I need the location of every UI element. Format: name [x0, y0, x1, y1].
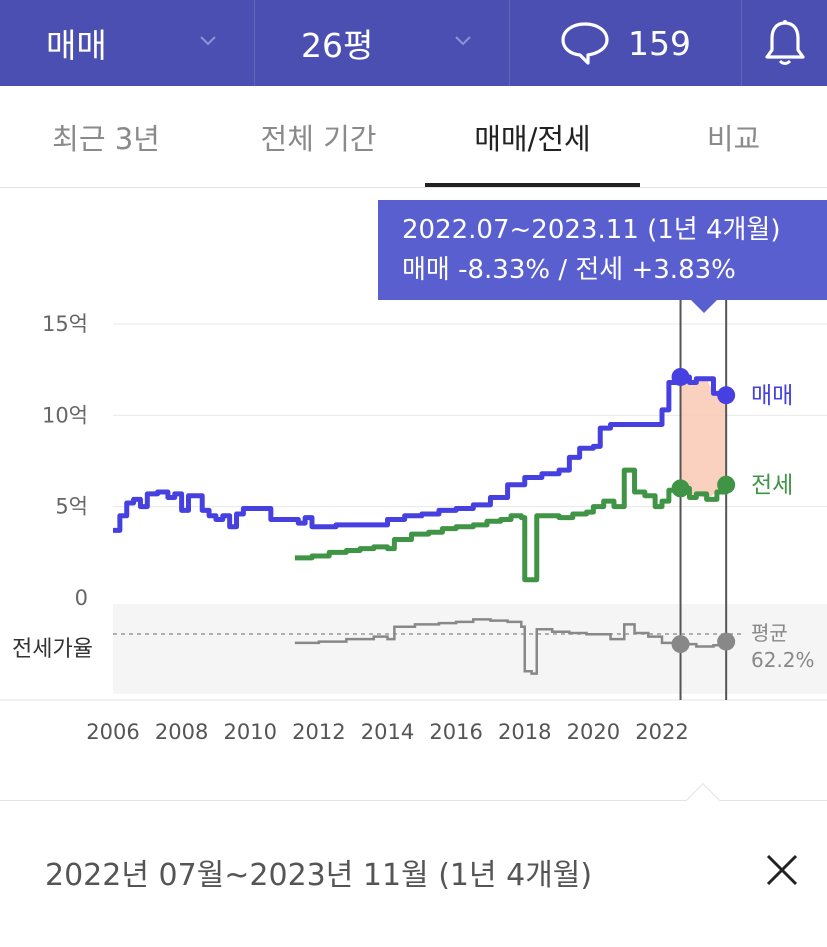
- x-tick-label: 2014: [361, 720, 414, 744]
- x-tick-label: 2018: [498, 720, 551, 744]
- tooltip-arrow: [690, 299, 718, 313]
- sale-series-line: [113, 374, 729, 533]
- selected-range-text: 2022년 07월~2023년 11월 (1년 4개월): [45, 858, 593, 893]
- chevron-down-icon: [455, 36, 471, 46]
- active-tab-indicator: [425, 183, 640, 187]
- comment-count: 159: [628, 23, 691, 63]
- x-tick-label: 2020: [567, 720, 620, 744]
- tab-recent-3-years[interactable]: 최근 3년: [52, 122, 160, 156]
- size-label: 26평: [301, 26, 374, 65]
- y-tick-label: 5억: [55, 495, 88, 519]
- sale-end-marker: [717, 386, 736, 405]
- price-chart[interactable]: 0 5억 10억 15억 2006 2008 2010 2012 2014 2016 2018 202…: [0, 188, 827, 800]
- x-tick-label: 2016: [429, 720, 482, 744]
- tab-all-period[interactable]: 전체 기간: [260, 122, 377, 156]
- x-tick-label: 2006: [86, 720, 139, 744]
- ratio-series-line: [294, 618, 728, 675]
- deal-type-dropdown[interactable]: 매매: [0, 0, 255, 86]
- period-tabs: 최근 3년 전체 기간 매매/전세 비교: [0, 86, 827, 188]
- x-tick-label: 2022: [635, 720, 688, 744]
- tab-compare[interactable]: 비교: [706, 122, 761, 156]
- ratio-end-marker: [717, 632, 736, 651]
- bottom-divider: [0, 800, 827, 801]
- ratio-start-marker: [671, 635, 690, 654]
- jeonse-series-label: 전세: [751, 473, 793, 499]
- x-tick-label: 2010: [224, 720, 277, 744]
- notification-button[interactable]: [742, 0, 827, 86]
- y-tick-label: 0: [75, 586, 88, 610]
- speech-bubble-icon: [561, 22, 609, 65]
- ratio-panel-bg: [113, 604, 827, 694]
- jeonse-series-line: [294, 467, 729, 583]
- bell-icon: [764, 20, 805, 65]
- size-dropdown[interactable]: 26평: [255, 0, 510, 86]
- tooltip-change: 매매 -8.33% / 전세 +3.83%: [402, 255, 736, 285]
- jeonse-start-marker: [671, 479, 690, 498]
- comments-button[interactable]: 159: [510, 0, 742, 86]
- y-tick-label: 15억: [42, 312, 88, 336]
- close-button[interactable]: [760, 848, 804, 892]
- x-tick-label: 2012: [292, 720, 345, 744]
- selection-highlight-area: [680, 376, 727, 500]
- sale-series-label: 매매: [751, 383, 793, 409]
- range-tooltip: 2022.07~2023.11 (1년 4개월) 매매 -8.33% / 전세 …: [378, 200, 827, 300]
- x-tick-label: 2008: [155, 720, 208, 744]
- chevron-down-icon: [200, 36, 216, 46]
- ratio-average-title: 평균: [751, 621, 788, 645]
- y-tick-label: 10억: [42, 403, 88, 427]
- jeonse-end-marker: [717, 475, 736, 494]
- ratio-axis-label: 전세가율: [12, 637, 93, 662]
- ratio-average-value: 62.2%: [751, 648, 815, 672]
- tab-sale-jeonse[interactable]: 매매/전세: [474, 122, 591, 156]
- sale-start-marker: [671, 367, 690, 386]
- tooltip-period: 2022.07~2023.11 (1년 4개월): [402, 215, 781, 245]
- close-icon: [766, 854, 798, 886]
- deal-type-label: 매매: [46, 26, 107, 65]
- top-bar: 매매 26평 159: [0, 0, 827, 86]
